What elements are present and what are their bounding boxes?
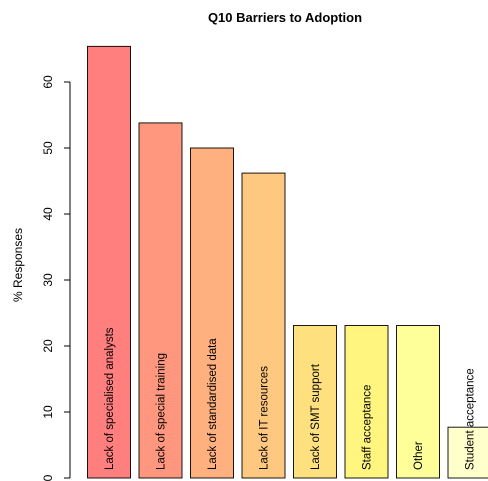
bar-0 bbox=[87, 45, 131, 479]
bar-label-7: Student acceptance bbox=[465, 368, 477, 470]
bar-label-4: Lack of SMT support bbox=[310, 363, 322, 470]
y-tick-label-4: 40 bbox=[41, 207, 55, 221]
y-tick-label-1: 10 bbox=[41, 405, 55, 419]
y-axis: 0 10 20 30 40 50 60 bbox=[41, 75, 71, 481]
bar-label-2: Lack of standardised data bbox=[207, 338, 219, 470]
bar-label-0: Lack of specialised analysts bbox=[104, 327, 116, 470]
y-tick-label-6: 60 bbox=[41, 75, 55, 89]
y-tick-label-5: 50 bbox=[41, 141, 55, 155]
bar-label-5: Staff acceptance bbox=[362, 385, 374, 470]
bars-group bbox=[87, 45, 488, 479]
bar-label-3: Lack of IT resources bbox=[259, 366, 271, 470]
bar-3 bbox=[241, 172, 286, 479]
y-axis-label: % Responses bbox=[11, 228, 25, 302]
bar-2 bbox=[190, 147, 234, 479]
y-tick-label-2: 20 bbox=[41, 339, 55, 353]
bar-1 bbox=[138, 122, 183, 479]
bar-4 bbox=[293, 325, 337, 479]
y-tick-label-3: 30 bbox=[41, 273, 55, 287]
y-tick-label-0: 0 bbox=[41, 474, 55, 481]
bar-label-1: Lack of special training bbox=[156, 353, 168, 470]
bar-7 bbox=[447, 426, 488, 479]
bar-6 bbox=[396, 325, 440, 479]
chart-title: Q10 Barriers to Adoption bbox=[208, 10, 362, 25]
bar-labels-group: Lack of specialised analysts Lack of spec… bbox=[104, 327, 477, 470]
bar-label-6: Other bbox=[413, 441, 425, 470]
bar-5 bbox=[344, 325, 389, 479]
